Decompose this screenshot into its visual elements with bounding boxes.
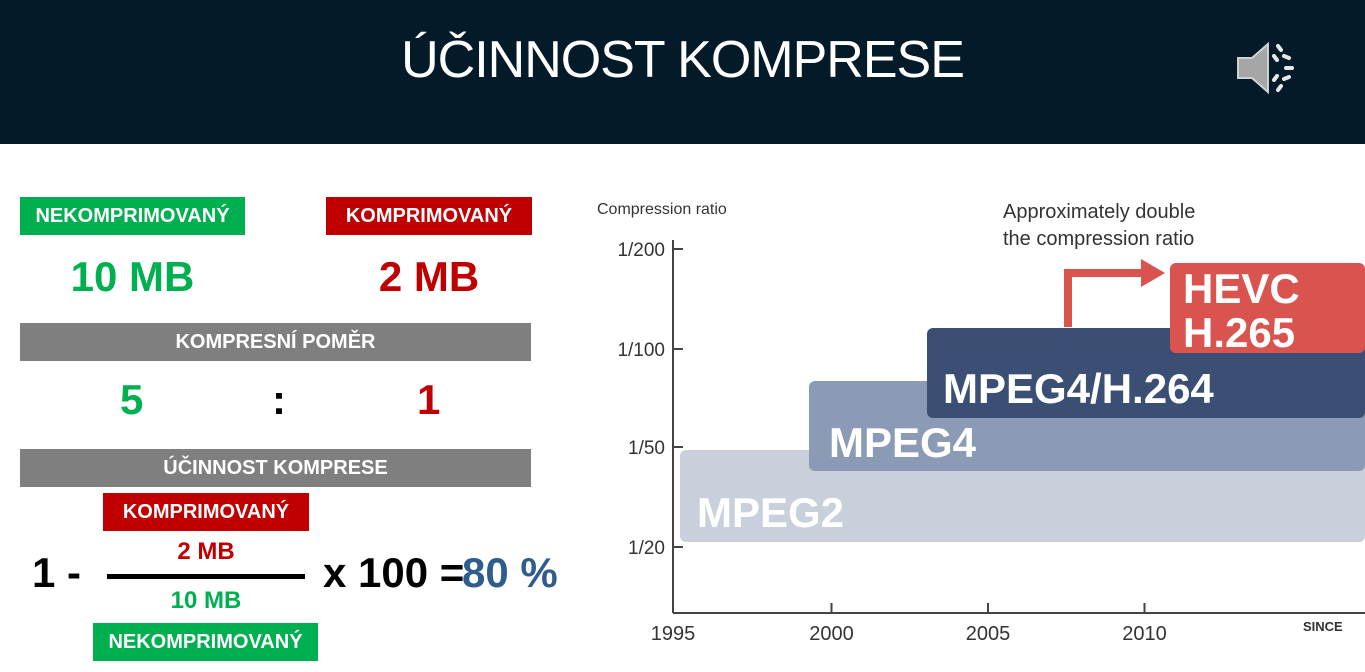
bar-label: MPEG2 (697, 489, 844, 536)
y-tick-label: 1/20 (628, 538, 665, 559)
x-tick-label: 2005 (966, 623, 1011, 645)
ratio-left: 5 (120, 376, 144, 423)
bar-label: H.265 (1183, 309, 1295, 356)
x-tick-label: 1995 (651, 623, 696, 645)
bar-hevc-h-265 (1170, 263, 1365, 353)
chart-ylabel: Compression ratio (597, 201, 727, 218)
uncompressed-label: NEKOMPRIMOVANÝ (20, 197, 245, 235)
fraction-line (107, 574, 305, 579)
bar-label: MPEG4 (829, 419, 977, 466)
efficiency-result: 80 % (462, 549, 558, 596)
uncompressed-size: 10 MB (70, 253, 195, 300)
x-tick-label: 2010 (1122, 623, 1167, 645)
y-tick-label: 1/50 (628, 438, 665, 459)
bar-label: HEVC (1183, 265, 1300, 312)
ratio-label: KOMPRESNÍ POMĚR (20, 323, 531, 361)
denominator-label: NEKOMPRIMOVANÝ (93, 623, 318, 661)
bar-label: MPEG4/H.264 (943, 365, 1214, 412)
annotation-line-1: Approximately double (1003, 201, 1195, 223)
formula-one-minus: 1 - (32, 549, 82, 596)
annotation-line-2: the compression ratio (1003, 228, 1194, 250)
bar-mpeg2 (680, 450, 1365, 542)
x-tick-label: 2000 (809, 623, 854, 645)
ratio-right: 1 (417, 376, 441, 423)
compression-chart: Compression ratio Approximately double t… (597, 201, 1365, 645)
double-arrow (1064, 269, 1145, 327)
numerator-value: 2 MB (177, 538, 235, 565)
numerator-label: KOMPRIMOVANÝ (103, 493, 309, 531)
y-tick-label: 1/100 (617, 340, 665, 361)
title-bar: ÚČINNOST KOMPRESE (0, 0, 1365, 144)
y-tick-label: 1/200 (617, 240, 665, 261)
compressed-label: KOMPRIMOVANÝ (326, 197, 532, 235)
annotation: Approximately double the compression rat… (1003, 201, 1195, 250)
formula-times: x 100 = (323, 549, 465, 596)
page-title: ÚČINNOST KOMPRESE (401, 31, 965, 89)
denominator-value: 10 MB (170, 587, 242, 614)
efficiency-label: ÚČINNOST KOMPRESE (20, 449, 531, 487)
arrow-head (1141, 259, 1165, 287)
speaker-icon[interactable] (1234, 36, 1306, 100)
ratio-colon: : (272, 376, 286, 423)
compressed-size: 2 MB (378, 253, 480, 300)
chart-xlabel: SINCE (1303, 619, 1343, 634)
